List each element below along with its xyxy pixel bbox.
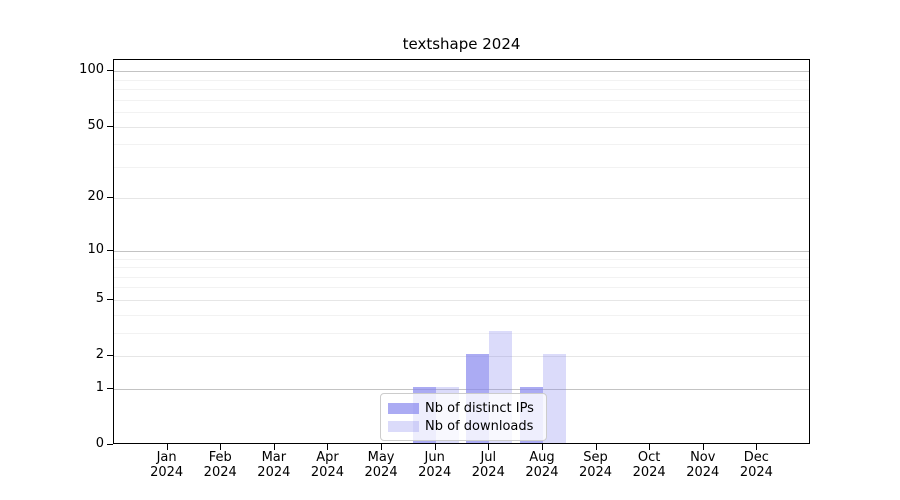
y-tick <box>107 249 113 251</box>
x-tick-label: Jul 2024 <box>471 450 505 480</box>
gridline-minor-6 <box>114 286 809 288</box>
distinct-ips-swatch-icon <box>388 402 419 414</box>
x-tick <box>541 444 543 450</box>
x-tick <box>219 444 221 450</box>
gridline-major-10 <box>114 250 809 252</box>
y-tick-label: 2 <box>95 347 104 363</box>
gridline-mid-50 <box>114 126 809 128</box>
y-tick-label: 10 <box>87 241 104 257</box>
gridline-minor-60 <box>114 111 809 113</box>
x-tick-label: Aug 2024 <box>525 450 559 480</box>
x-tick <box>166 444 168 450</box>
x-tick-label: May 2024 <box>364 450 398 480</box>
y-tick-label: 50 <box>87 117 104 133</box>
gridline-minor-70 <box>114 99 809 101</box>
bar-nb-of-downloads-aug <box>542 354 566 443</box>
gridline-mid-5 <box>114 299 809 301</box>
x-tick <box>595 444 597 450</box>
legend-label: Nb of downloads <box>425 419 534 435</box>
y-tick <box>107 443 113 445</box>
y-tick <box>107 387 113 389</box>
x-tick-label: Apr 2024 <box>310 450 344 480</box>
legend-item-downloads: Nb of downloads <box>388 418 539 437</box>
gridline-major-100 <box>114 70 809 72</box>
legend-item-distinct-ips: Nb of distinct IPs <box>388 399 539 418</box>
y-tick-label: 20 <box>87 189 104 205</box>
gridline-minor-4 <box>114 314 809 316</box>
x-tick <box>434 444 436 450</box>
x-tick-label: Dec 2024 <box>739 450 773 480</box>
downloads-swatch-icon <box>388 421 419 433</box>
y-tick-label: 1 <box>95 379 104 395</box>
y-tick <box>107 125 113 127</box>
x-tick <box>273 444 275 450</box>
gridline-minor-40 <box>114 143 809 145</box>
legend-label: Nb of distinct IPs <box>425 400 534 416</box>
y-tick <box>107 196 113 198</box>
x-tick-label: Jan 2024 <box>150 450 184 480</box>
y-tick-label: 5 <box>95 290 104 306</box>
x-tick-label: Jun 2024 <box>418 450 452 480</box>
x-tick-label: Sep 2024 <box>578 450 613 480</box>
gridline-minor-8 <box>114 266 809 268</box>
chart-title: textshape 2024 <box>402 35 521 53</box>
plot-area: Nb of distinct IPs Nb of downloads <box>113 59 810 444</box>
x-tick-label: Mar 2024 <box>257 450 291 480</box>
x-tick <box>702 444 704 450</box>
gridline-minor-7 <box>114 276 809 278</box>
x-tick-label: Oct 2024 <box>632 450 666 480</box>
x-tick <box>648 444 650 450</box>
y-tick <box>107 69 113 71</box>
x-tick-label: Nov 2024 <box>686 450 720 480</box>
gridline-minor-3 <box>114 332 809 334</box>
x-tick-label: Feb 2024 <box>203 450 237 480</box>
x-tick <box>326 444 328 450</box>
gridline-minor-9 <box>114 258 809 260</box>
y-tick-label: 100 <box>79 62 104 78</box>
y-tick <box>107 298 113 300</box>
gridline-minor-80 <box>114 88 809 90</box>
gridline-mid-20 <box>114 197 809 199</box>
y-tick <box>107 354 113 356</box>
gridline-minor-90 <box>114 79 809 81</box>
gridline-mid-2 <box>114 355 809 357</box>
x-tick <box>755 444 757 450</box>
gridline-major-1 <box>114 388 809 390</box>
gridline-minor-30 <box>114 166 809 168</box>
y-tick-label: 0 <box>95 436 104 451</box>
x-tick <box>380 444 382 450</box>
x-tick <box>487 444 489 450</box>
legend: Nb of distinct IPs Nb of downloads <box>380 393 547 441</box>
